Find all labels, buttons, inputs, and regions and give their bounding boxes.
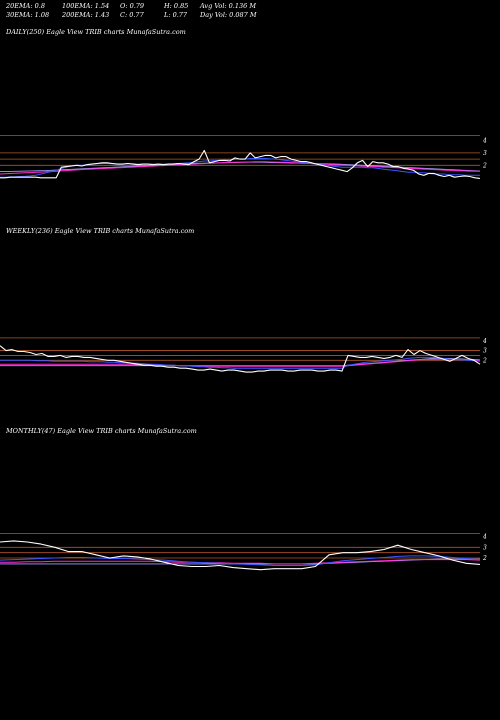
y-tick-label: 3 bbox=[483, 150, 487, 157]
series-line-ema-mid bbox=[0, 161, 481, 175]
series-line-ema-short bbox=[0, 356, 481, 369]
ema100-value: 100EMA: 1.54 bbox=[62, 2, 110, 10]
close-value: C: 0.77 bbox=[120, 11, 144, 19]
weekly-chart-title: WEEKLY(236) Eagle View TRIB charts Munaf… bbox=[6, 227, 195, 235]
y-tick-label: 3 bbox=[483, 348, 487, 355]
y-tick-label: 4 bbox=[482, 534, 487, 541]
series-line-price bbox=[0, 345, 481, 373]
high-value: H: 0.85 bbox=[164, 2, 189, 10]
y-tick-label: 3 bbox=[483, 544, 487, 551]
y-tick-label: 4 bbox=[482, 338, 487, 345]
monthly-chart: 4 3 2 bbox=[0, 533, 487, 571]
daily-chart-title: DAILY(250) Eagle View TRIB charts Munafa… bbox=[6, 28, 186, 36]
y-tick-label: 2 bbox=[482, 162, 487, 169]
ema30-value: 30EMA: 1.08 bbox=[6, 11, 50, 19]
open-value: O: 0.79 bbox=[120, 2, 145, 10]
daily-chart: 4 3 2 bbox=[0, 135, 487, 179]
y-tick-label: 4 bbox=[482, 137, 487, 144]
ema20-value: 20EMA: 0.8 bbox=[6, 2, 45, 10]
ema200-value: 200EMA: 1.43 bbox=[62, 11, 110, 19]
y-tick-label: 2 bbox=[482, 357, 487, 364]
series-line-ema-mid bbox=[0, 358, 480, 367]
series-line-price bbox=[0, 149, 481, 179]
y-tick-label: 2 bbox=[482, 555, 487, 562]
series-line-ema-mid bbox=[0, 559, 481, 565]
low-value: L: 0.77 bbox=[164, 11, 188, 19]
series-line-price bbox=[0, 540, 481, 571]
weekly-chart: 4 3 2 bbox=[0, 337, 487, 373]
day-volume-value: Day Vol: 0.087 M bbox=[200, 11, 257, 19]
series-line-ema-short bbox=[0, 555, 481, 566]
avg-volume-value: Avg Vol: 0.136 M bbox=[200, 2, 257, 10]
monthly-chart-title: MONTHLY(47) Eagle View TRIB charts Munaf… bbox=[6, 427, 197, 435]
